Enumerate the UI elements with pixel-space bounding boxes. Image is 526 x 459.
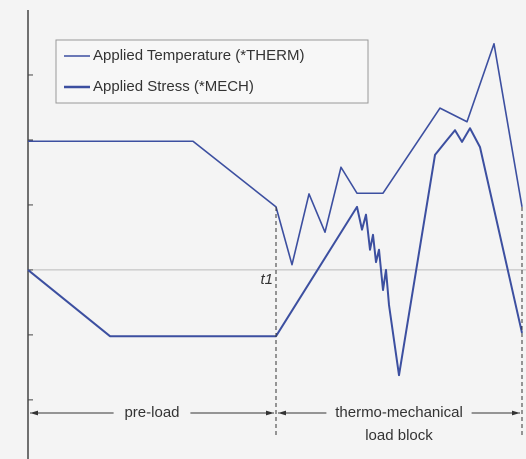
legend-label: Applied Stress (*MECH) [93, 78, 254, 95]
region-label: pre-load [124, 404, 179, 421]
region-label: load block [365, 427, 433, 444]
legend-box [55, 39, 369, 104]
region-label: thermo-mechanical [335, 404, 463, 421]
series-line [28, 42, 523, 266]
annotation: t1 [260, 271, 273, 288]
series-line [27, 127, 523, 377]
legend-label: Applied Temperature (*THERM) [93, 47, 304, 64]
